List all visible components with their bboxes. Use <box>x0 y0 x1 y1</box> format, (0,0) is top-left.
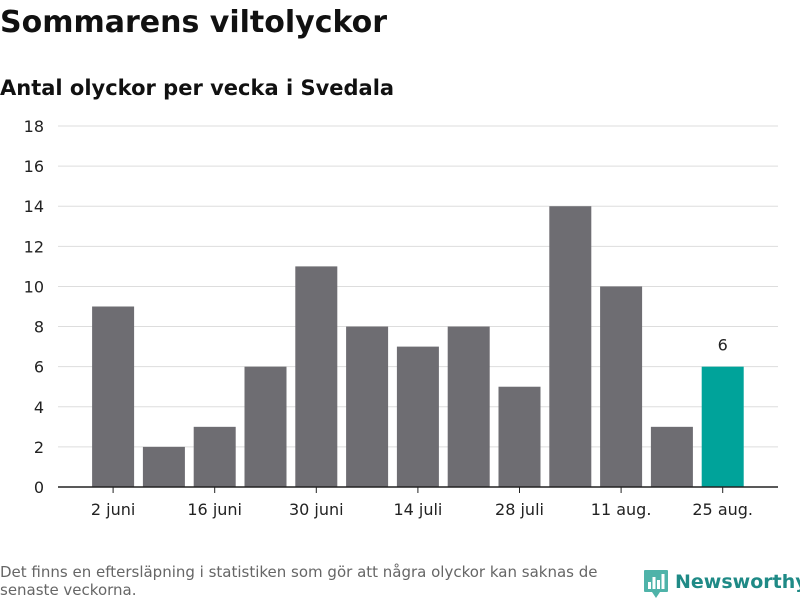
gridlines <box>58 125 778 448</box>
y-tick-label: 4 <box>34 398 44 417</box>
data-label: 6 <box>718 336 728 355</box>
bar-9-juni <box>142 446 185 487</box>
bar-18-aug <box>650 426 693 487</box>
footnote: Det finns en eftersläpning i statistiken… <box>0 563 598 599</box>
y-tick-label: 8 <box>34 318 44 337</box>
y-tick-label: 6 <box>34 358 44 377</box>
bar-chart: 0 2 4 6 8 10 12 14 16 18 6 2 juni 16 juni 30 juni 14 j… <box>24 117 778 519</box>
y-tick-label: 18 <box>24 117 44 136</box>
x-tick-label: 14 juli <box>393 500 442 519</box>
bar-7-juli <box>346 326 389 487</box>
y-tick-label: 2 <box>34 438 44 457</box>
bar-4-aug <box>549 206 592 487</box>
y-tick-label: 14 <box>24 197 44 216</box>
x-tick-label: 25 aug. <box>692 500 753 519</box>
brand-name: Newsworthy <box>675 571 800 593</box>
bar-2-juni <box>92 306 135 487</box>
y-tick-label: 0 <box>34 478 44 497</box>
x-tick-label: 28 juli <box>495 500 544 519</box>
brand-logo: Newsworthy <box>643 568 800 600</box>
bar-28-juli <box>498 386 541 487</box>
x-tick-label: 30 juni <box>289 500 344 519</box>
bar-21-juli <box>447 326 490 487</box>
bar-23-juni <box>244 366 287 487</box>
chart-title: Sommarens viltolyckor <box>0 5 388 40</box>
bar-25-aug <box>701 366 744 487</box>
bar-11-aug <box>600 286 643 487</box>
bar-30-juni <box>295 266 338 487</box>
bar-chart-logo-icon <box>644 570 668 598</box>
x-tick-label: 11 aug. <box>591 500 652 519</box>
labels: 0 2 4 6 8 10 12 14 16 18 6 2 juni 16 juni 30 juni 14 j… <box>24 117 753 519</box>
chart-subtitle: Antal olyckor per vecka i Svedala <box>0 76 395 100</box>
axes <box>58 486 778 493</box>
y-tick-label: 10 <box>24 277 44 296</box>
y-tick-label: 12 <box>24 237 44 256</box>
bar-14-juli <box>396 346 439 487</box>
y-tick-label: 16 <box>24 157 44 176</box>
x-tick-label: 16 juni <box>187 500 242 519</box>
bars <box>92 206 744 487</box>
bar-16-juni <box>193 426 236 487</box>
x-tick-label: 2 juni <box>91 500 135 519</box>
